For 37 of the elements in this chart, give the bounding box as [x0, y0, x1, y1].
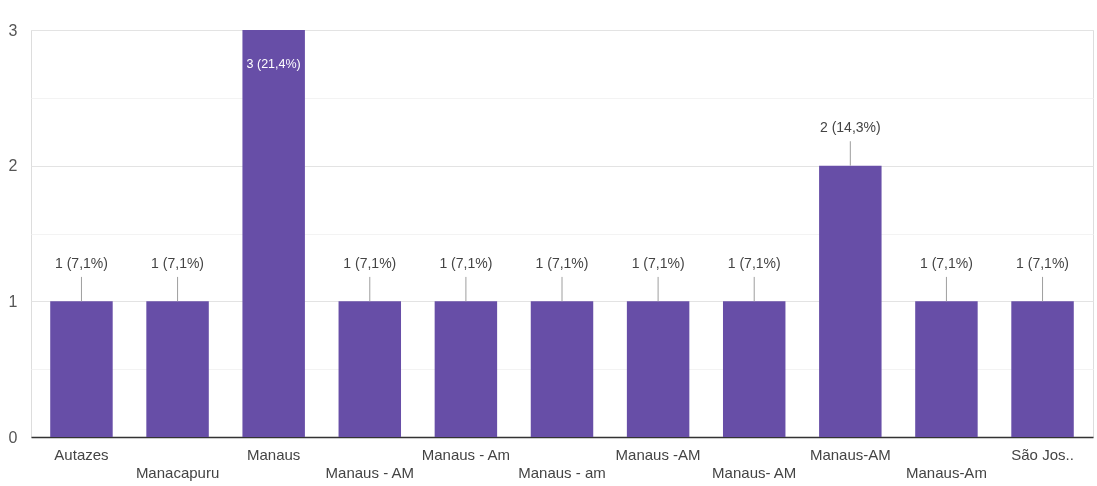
data-label: 1 (7,1%): [919, 254, 973, 271]
x-tick-label: Autazes: [54, 445, 109, 463]
bar: [819, 165, 882, 437]
bar: [434, 301, 498, 437]
data-label: 1 (7,1%): [343, 254, 397, 271]
x-tick-label: Manaus- AM: [712, 463, 797, 481]
bar: [242, 30, 305, 437]
data-label: 1 (7,1%): [535, 254, 589, 271]
bar: [626, 301, 690, 437]
bar: [146, 301, 209, 437]
x-tick-label: Manaus: [246, 445, 301, 463]
y-tick-label: 2: [8, 157, 18, 175]
y-tick-label: 3: [8, 21, 18, 39]
x-tick-label: Manacapuru: [135, 463, 220, 481]
data-label: 1 (7,1%): [727, 254, 781, 271]
data-label: 1 (7,1%): [55, 254, 108, 271]
x-tick-label: São Jos..: [1011, 445, 1074, 463]
y-tick-label: 0: [8, 428, 18, 446]
data-label: 3 (21,4%): [246, 56, 301, 71]
bar: [530, 301, 594, 437]
x-tick-label: Manaus - am: [518, 463, 606, 481]
y-tick-label: 1: [8, 292, 18, 310]
data-label: 1 (7,1%): [1016, 254, 1069, 271]
bar: [722, 301, 786, 437]
x-tick-label: Manaus-AM: [809, 445, 891, 463]
bar: [1011, 301, 1074, 437]
bar: [338, 301, 402, 437]
data-label: 2 (14,3%): [819, 119, 881, 136]
data-label: 1 (7,1%): [631, 254, 685, 271]
bar: [915, 301, 978, 437]
x-tick-label: Manaus-Am: [906, 463, 987, 481]
data-label: 1 (7,1%): [439, 254, 493, 271]
bar: [50, 301, 113, 437]
data-label: 1 (7,1%): [151, 254, 205, 271]
x-tick-label: Manaus -AM: [615, 445, 701, 463]
x-tick-label: Manaus - AM: [325, 463, 414, 481]
x-tick-label: Manaus - Am: [421, 445, 511, 463]
